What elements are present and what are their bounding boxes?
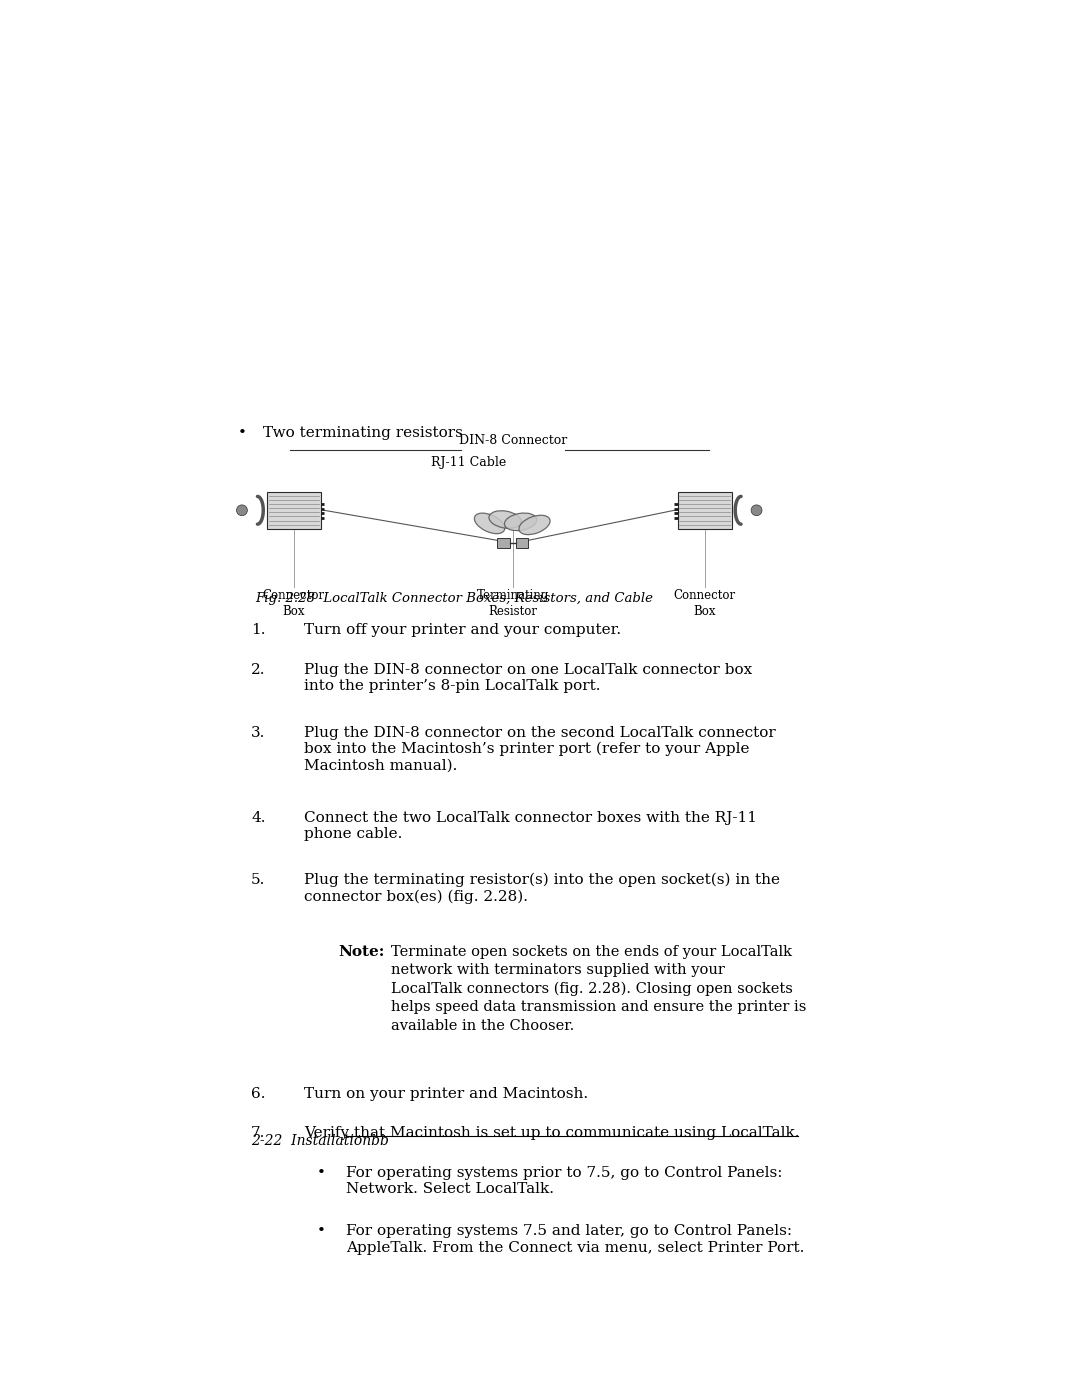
Bar xyxy=(267,492,321,529)
Text: •: • xyxy=(238,426,246,440)
Text: 6.: 6. xyxy=(252,1087,266,1101)
Text: DIN-8 Connector: DIN-8 Connector xyxy=(459,434,567,447)
Text: 3.: 3. xyxy=(252,725,266,739)
Text: 5.: 5. xyxy=(252,873,266,887)
Text: Terminating
Resistor: Terminating Resistor xyxy=(476,588,549,617)
Text: Connector
Box: Connector Box xyxy=(674,588,735,617)
Text: Plug the DIN-8 connector on one LocalTalk connector box
into the printer’s 8-pin: Plug the DIN-8 connector on one LocalTal… xyxy=(303,664,752,693)
Text: 2-22  Installationbb: 2-22 Installationbb xyxy=(252,1134,389,1148)
Text: Connector
Box: Connector Box xyxy=(262,588,325,617)
Text: 4.: 4. xyxy=(252,810,266,824)
Text: 2.: 2. xyxy=(252,664,266,678)
Text: Fig. 2.28  LocalTalk Connector Boxes, Resistors, and Cable: Fig. 2.28 LocalTalk Connector Boxes, Res… xyxy=(255,592,653,605)
Text: 1.: 1. xyxy=(252,623,266,637)
Bar xyxy=(677,492,732,529)
Text: •: • xyxy=(318,1166,326,1180)
Text: Turn on your printer and Macintosh.: Turn on your printer and Macintosh. xyxy=(303,1087,589,1101)
Bar xyxy=(497,538,510,548)
Text: Terminate open sockets on the ends of your LocalTalk
network with terminators su: Terminate open sockets on the ends of yo… xyxy=(391,944,806,1032)
Text: Turn off your printer and your computer.: Turn off your printer and your computer. xyxy=(303,623,621,637)
Circle shape xyxy=(751,504,762,515)
Ellipse shape xyxy=(504,513,537,531)
Text: •: • xyxy=(318,1224,326,1239)
Text: Connect the two LocalTalk connector boxes with the RJ-11
phone cable.: Connect the two LocalTalk connector boxe… xyxy=(303,810,757,841)
Text: For operating systems prior to 7.5, go to Control Panels:
Network. Select LocalT: For operating systems prior to 7.5, go t… xyxy=(346,1166,782,1196)
Circle shape xyxy=(237,504,247,515)
Ellipse shape xyxy=(519,515,550,535)
Text: RJ-11 Cable: RJ-11 Cable xyxy=(431,455,505,469)
Text: For operating systems 7.5 and later, go to Control Panels:
AppleTalk. From the C: For operating systems 7.5 and later, go … xyxy=(346,1224,805,1255)
Text: Note:: Note: xyxy=(338,944,384,958)
Text: Two terminating resistors: Two terminating resistors xyxy=(262,426,462,440)
Text: 7.: 7. xyxy=(252,1126,266,1140)
Text: Plug the terminating resistor(s) into the open socket(s) in the
connector box(es: Plug the terminating resistor(s) into th… xyxy=(303,873,780,904)
Ellipse shape xyxy=(474,513,504,534)
Text: Verify that Macintosh is set up to communicate using LocalTalk.: Verify that Macintosh is set up to commu… xyxy=(303,1126,799,1140)
Ellipse shape xyxy=(489,511,522,528)
Text: Plug the DIN-8 connector on the second LocalTalk connector
box into the Macintos: Plug the DIN-8 connector on the second L… xyxy=(303,725,775,773)
Bar xyxy=(516,538,528,548)
